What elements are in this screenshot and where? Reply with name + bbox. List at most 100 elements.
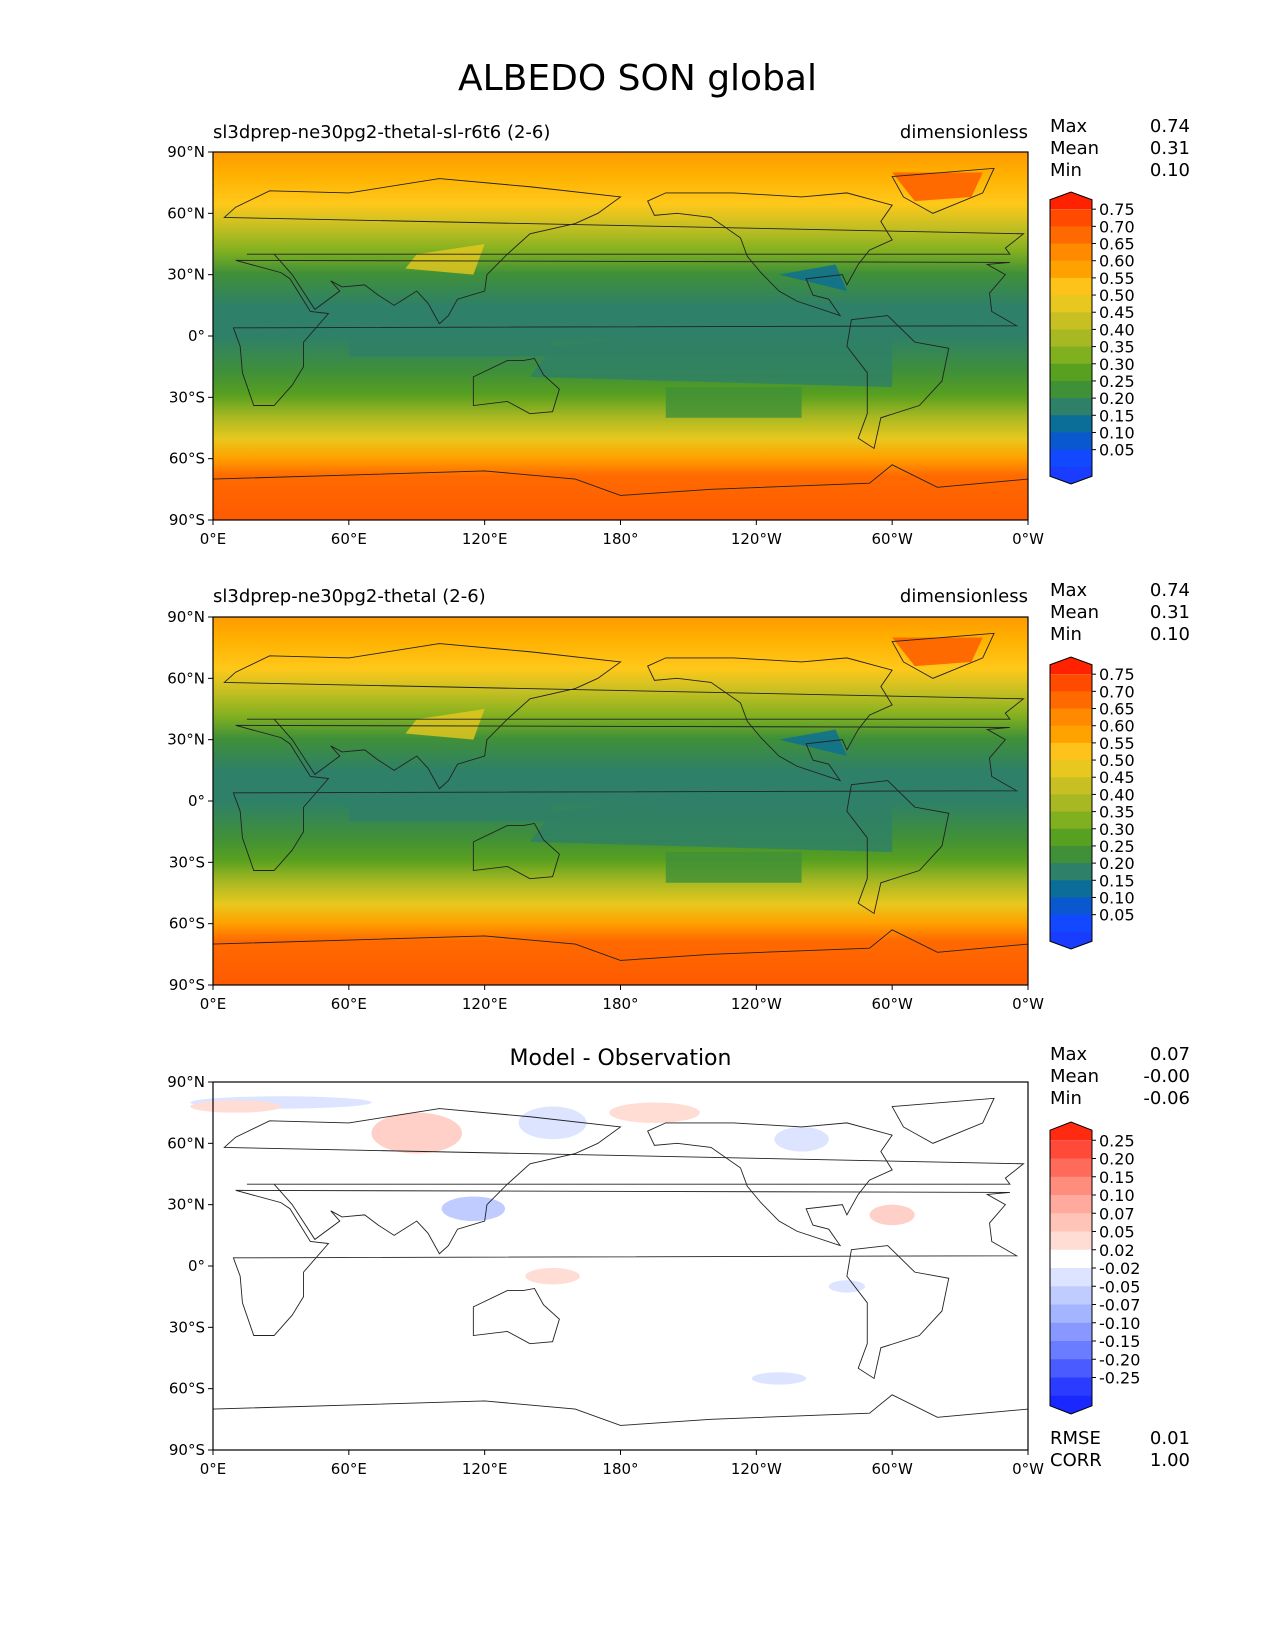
coastline-1 (223, 178, 1025, 325)
colorbar-segment (1050, 880, 1092, 898)
field-patch-0 (529, 780, 893, 853)
y-tick-label: 60°S (169, 1380, 205, 1398)
coastline-4 (846, 315, 950, 450)
x-tick-label: 180° (602, 995, 638, 1013)
y-tick-label: 60°N (167, 204, 205, 222)
coastline-3 (647, 192, 893, 317)
colorbar-outline (1049, 191, 1093, 485)
colorbar-tick-label: 0.55 (1099, 734, 1135, 753)
colorbar-segment (1050, 1176, 1092, 1196)
y-tick-label: 60°N (167, 669, 205, 687)
stat-label: Max (1050, 1044, 1088, 1065)
map-field (213, 1082, 1028, 1450)
colorbar-segment (1050, 1231, 1092, 1251)
y-tick-label: 30°S (169, 853, 205, 871)
colorbar-segment (1050, 432, 1092, 451)
x-tick-label: 0°E (200, 995, 227, 1013)
colorbar-tick-label: 0.02 (1099, 1241, 1135, 1260)
stat-value: 0.10 (1149, 160, 1190, 181)
map-panel-2: 0°E 60°E 120°E 180° 120°W 60°W 0°W 90°N 60°N 30°N… (167, 608, 1134, 1013)
colorbar-tick-label: 0.05 (1099, 441, 1135, 460)
stat-label: Min (1050, 1088, 1082, 1109)
anomaly-patch-0 (371, 1112, 463, 1154)
x-tick-label: 120°E (462, 995, 508, 1013)
field-patch-3 (405, 244, 485, 275)
colorbar-segment (1050, 742, 1092, 761)
panel2-units: dimensionless (899, 586, 1028, 607)
colorbar-segment (1050, 1195, 1092, 1214)
colorbar-tick-label: 0.20 (1099, 854, 1135, 873)
colorbar-tick-label: 0.50 (1099, 751, 1135, 770)
anomaly-patch-1 (518, 1106, 587, 1140)
colorbar-extend-top (1050, 657, 1092, 675)
x-tick-label: 180° (602, 530, 638, 548)
stat-label: Max (1050, 580, 1088, 601)
colorbar: 0.250.200.150.100.070.050.02-0.02-0.05-0… (1049, 1121, 1140, 1415)
colorbar-tick-label: 0.35 (1099, 338, 1135, 357)
colorbar-tick-label: -0.02 (1099, 1259, 1140, 1278)
colorbar-tick-label: 0.15 (1099, 1168, 1135, 1187)
stat-label: Mean (1050, 138, 1100, 159)
anomaly-patch-2 (774, 1126, 829, 1152)
colorbar-tick-label: -0.10 (1099, 1314, 1140, 1333)
colorbar-segment (1050, 914, 1092, 933)
colorbar-tick-label: 0.60 (1099, 717, 1135, 736)
colorbar-outline (1049, 656, 1093, 950)
colorbar-tick-label: 0.30 (1099, 820, 1135, 839)
stat-value: -0.06 (1143, 1088, 1190, 1109)
colorbar-tick-label: 0.05 (1099, 1223, 1135, 1242)
y-tick-label: 90°S (169, 1441, 205, 1459)
panel1-stats: Max 0.74 Mean 0.31 Min 0.10 (1050, 116, 1190, 182)
x-tick-label: 60°W (871, 530, 913, 548)
stat-value: 0.01 (1149, 1428, 1190, 1449)
anomaly-patch-8 (751, 1372, 807, 1385)
panel1-units: dimensionless (899, 122, 1028, 143)
colorbar-tick-label: 0.45 (1099, 768, 1135, 787)
colorbar-outline (1049, 1121, 1093, 1415)
colorbar-tick-label: -0.15 (1099, 1332, 1140, 1351)
coastline-3 (647, 657, 893, 782)
x-tick-label: 120°W (731, 995, 782, 1013)
map-panel-1: 0°E 60°E 120°E 180° 120°W 60°W 0°W 90°N 60°N 30°N… (167, 143, 1134, 548)
y-tick-label: 30°N (167, 1196, 205, 1214)
y-tick-label: 30°N (167, 731, 205, 749)
colorbar-tick-label: 0.70 (1099, 217, 1135, 236)
colorbar-tick-label: 0.20 (1099, 1150, 1135, 1169)
y-tick-label: 30°S (169, 1318, 205, 1336)
colorbar-segment (1050, 1286, 1092, 1305)
colorbar-segment (1050, 398, 1092, 416)
colorbar-tick-label: 0.20 (1099, 389, 1135, 408)
y-tick-label: 90°N (167, 143, 205, 161)
colorbar-segment (1050, 725, 1092, 744)
stat-label: Min (1050, 160, 1082, 181)
colorbar-segment (1050, 1377, 1092, 1397)
colorbar-segment (1050, 415, 1092, 433)
colorbar-segment (1050, 260, 1092, 279)
colorbar-segment (1050, 811, 1092, 830)
coastline-2 (472, 822, 560, 880)
colorbar-segment (1050, 674, 1092, 692)
stat-value: 1.00 (1149, 1450, 1190, 1471)
colorbar-extend-top (1050, 192, 1092, 210)
coastline-2 (472, 357, 560, 415)
panel3-error-stats: RMSE 0.01 CORR 1.00 (1050, 1428, 1190, 1472)
colorbar-segment (1050, 1304, 1092, 1324)
colorbar-tick-label: 0.25 (1099, 837, 1135, 856)
colorbar-segment (1050, 312, 1092, 330)
colorbar-segment (1050, 329, 1092, 348)
colorbar-tick-label: 0.75 (1099, 665, 1135, 684)
stat-value: 0.74 (1149, 116, 1190, 137)
field-patch-1 (348, 325, 553, 357)
panel3-title: Model - Observation (509, 1046, 732, 1071)
y-tick-label: 60°N (167, 1134, 205, 1152)
coastline-5 (891, 1097, 995, 1144)
coastline-0 (232, 724, 1019, 871)
colorbar-tick-label: 0.45 (1099, 303, 1135, 322)
colorbar-tick-label: 0.10 (1099, 423, 1135, 442)
x-tick-label: 0°W (1012, 1460, 1044, 1478)
stat-value: 0.74 (1149, 580, 1190, 601)
colorbar-segment (1050, 380, 1092, 399)
y-tick-label: 60°S (169, 450, 205, 468)
greenland-high-albedo (892, 637, 983, 667)
y-tick-label: 30°N (167, 266, 205, 284)
